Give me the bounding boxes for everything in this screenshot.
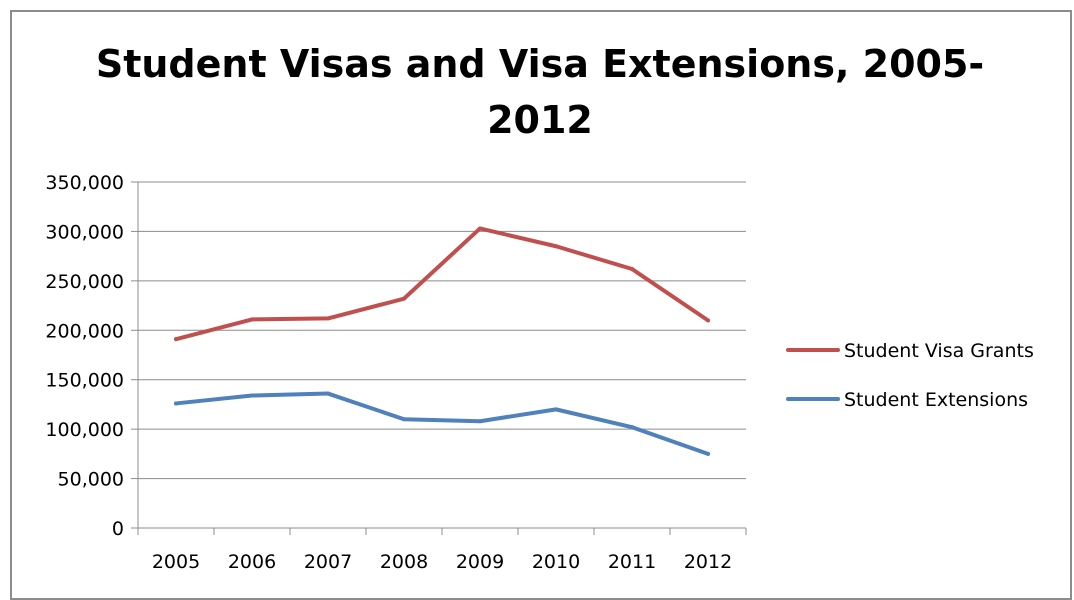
y-tick-label: 250,000 (45, 271, 124, 293)
chart-frame (10, 10, 1072, 600)
y-tick-label: 100,000 (45, 419, 124, 441)
x-tick-label: 2009 (456, 551, 504, 573)
x-tick-label: 2012 (684, 551, 732, 573)
y-tick-label: 50,000 (58, 469, 124, 491)
data-point (630, 266, 634, 271)
data-point (630, 425, 634, 430)
axes: 0 50,000 100,000 150,000 200,000 250,000 300,0… (45, 172, 747, 573)
x-tick-label: 2006 (228, 551, 276, 573)
data-point (326, 316, 330, 321)
data-point (402, 417, 406, 422)
gridlines (138, 181, 746, 480)
y-tick-label: 0 (112, 518, 124, 540)
legend-label: Student Extensions (844, 389, 1028, 411)
series-lines (174, 226, 710, 456)
series-line-1 (174, 226, 710, 342)
data-point (250, 317, 254, 322)
chart-title-line-2: 2012 (487, 98, 593, 142)
series-line-2 (174, 391, 710, 456)
chart-title: Student Visas and Visa Extensions, 2005-… (10, 36, 1070, 148)
data-point (326, 391, 330, 396)
data-point (478, 226, 482, 231)
data-point (478, 419, 482, 424)
x-tick-label: 2005 (152, 551, 200, 573)
data-point (402, 296, 406, 301)
data-point (174, 337, 178, 342)
data-point (250, 393, 254, 398)
data-point (174, 401, 178, 406)
legend-label: Student Visa Grants (844, 340, 1034, 362)
data-point (554, 407, 558, 412)
y-tick-label: 300,000 (45, 221, 124, 243)
y-tick-label: 350,000 (45, 172, 124, 194)
y-tick-label: 200,000 (45, 320, 124, 342)
data-point (554, 244, 558, 249)
data-point (706, 451, 710, 456)
x-tick-label: 2010 (532, 551, 580, 573)
y-tick-label: 150,000 (45, 370, 124, 392)
data-point (706, 318, 710, 323)
x-tick-label: 2008 (380, 551, 428, 573)
x-tick-label: 2011 (608, 551, 656, 573)
legend: Student Visa Grants Student Extensions (786, 340, 1034, 411)
chart-title-line-1: Student Visas and Visa Extensions, 2005- (95, 42, 985, 86)
x-tick-label: 2007 (304, 551, 352, 573)
